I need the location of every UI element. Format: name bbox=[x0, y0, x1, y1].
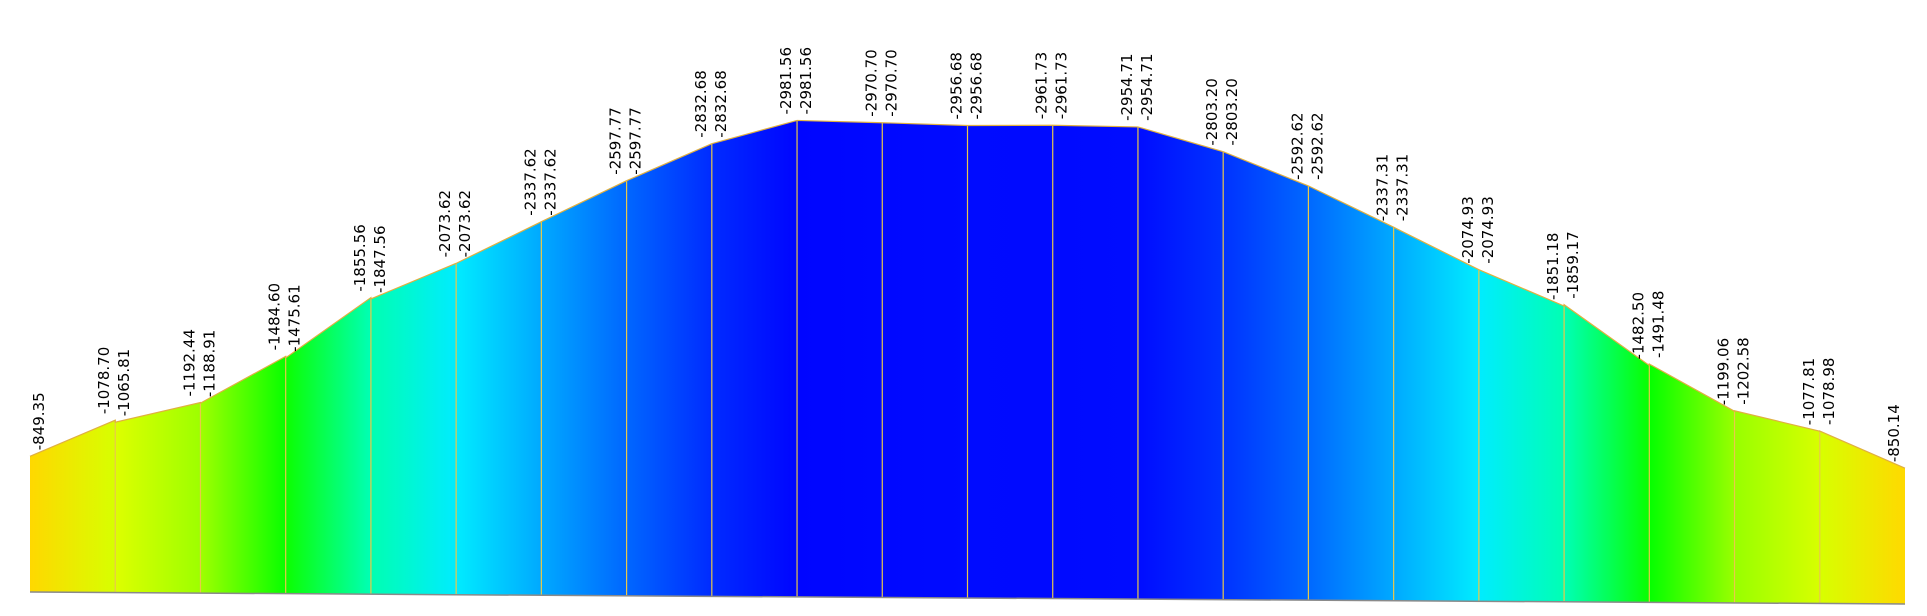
value-label: -2803.20 bbox=[1203, 78, 1221, 145]
value-label: -2961.73 bbox=[1053, 52, 1071, 119]
value-label: -2803.20 bbox=[1223, 78, 1241, 145]
diagram-segment-14 bbox=[1137, 126, 1224, 600]
diagram-segment-10 bbox=[797, 120, 883, 598]
value-label: -2970.70 bbox=[882, 49, 900, 116]
diagram-segment-17 bbox=[1393, 227, 1479, 602]
value-label: -1188.91 bbox=[200, 330, 218, 397]
diagram-segment-22 bbox=[1819, 431, 1905, 604]
value-label: -1078.70 bbox=[95, 347, 113, 414]
member-baseline bbox=[29, 591, 1906, 605]
value-label: -2956.68 bbox=[948, 52, 966, 119]
value-label: -2337.62 bbox=[541, 148, 559, 215]
diagram-top-outline bbox=[29, 119, 1906, 469]
value-label: -2337.31 bbox=[1374, 154, 1392, 221]
value-label: -1199.06 bbox=[1715, 338, 1733, 405]
value-label: -1859.17 bbox=[1564, 231, 1582, 298]
value-label: -2981.56 bbox=[777, 47, 795, 114]
value-label: -2954.71 bbox=[1138, 53, 1156, 120]
diagram-segment-2 bbox=[115, 402, 201, 594]
value-label: -2961.73 bbox=[1033, 52, 1051, 119]
value-label: -2956.68 bbox=[968, 52, 986, 119]
diagram-segment-9 bbox=[711, 120, 798, 597]
value-label: -2970.70 bbox=[862, 49, 880, 116]
diagram-segment-5 bbox=[370, 263, 457, 595]
diagram-segment-4 bbox=[285, 297, 371, 595]
value-label: -1491.48 bbox=[1649, 291, 1667, 358]
value-label: -1192.44 bbox=[180, 329, 198, 396]
value-label: -2073.62 bbox=[436, 190, 454, 257]
value-label: -2832.68 bbox=[712, 70, 730, 137]
diagram-segment-3 bbox=[200, 356, 286, 594]
diagram-segment-11 bbox=[882, 122, 968, 598]
value-label: -2832.68 bbox=[692, 70, 710, 137]
value-label: -1202.58 bbox=[1735, 337, 1753, 404]
diagram-segment-6 bbox=[456, 221, 542, 596]
value-label: -2337.62 bbox=[521, 148, 539, 215]
diagram-segment-21 bbox=[1734, 410, 1820, 604]
diagram-segment-13 bbox=[1052, 125, 1138, 600]
diagram-segment-19 bbox=[1564, 304, 1650, 603]
value-label: -2073.62 bbox=[456, 190, 474, 257]
value-label: -2337.31 bbox=[1394, 154, 1412, 221]
value-label: -850.14 bbox=[1885, 404, 1903, 462]
value-label: -1851.18 bbox=[1544, 233, 1562, 300]
member-dividers bbox=[114, 120, 1821, 604]
value-label: -2074.93 bbox=[1479, 196, 1497, 263]
value-label: -2981.56 bbox=[797, 47, 815, 114]
value-label: -1475.61 bbox=[286, 284, 304, 351]
diagram-segment-8 bbox=[626, 143, 712, 597]
value-label: -1484.60 bbox=[266, 283, 284, 350]
value-label: -2954.71 bbox=[1118, 53, 1136, 120]
diagram-segment-16 bbox=[1308, 185, 1394, 601]
value-label: -1065.81 bbox=[115, 349, 133, 416]
value-label: -1847.56 bbox=[371, 225, 389, 292]
value-label: -1078.98 bbox=[1820, 358, 1838, 425]
value-label: -849.35 bbox=[30, 392, 48, 450]
diagram-segment-18 bbox=[1478, 269, 1565, 602]
diagram-segment-7 bbox=[541, 180, 627, 596]
value-label: -2592.62 bbox=[1288, 112, 1306, 179]
value-label: -1077.81 bbox=[1800, 358, 1818, 425]
value-labels: -849.35 -1078.70 -1065.81 -1192.44 -1188.91 -… bbox=[30, 47, 1903, 462]
diagram-segment-15 bbox=[1223, 151, 1309, 601]
diagram-segments bbox=[30, 120, 1905, 604]
value-label: -2074.93 bbox=[1459, 196, 1477, 263]
diagram-segment-20 bbox=[1649, 364, 1735, 603]
value-label: -2592.62 bbox=[1308, 112, 1326, 179]
diagram-segment-1 bbox=[30, 420, 116, 593]
value-label: -1482.50 bbox=[1629, 292, 1647, 359]
diagram-segment-12 bbox=[967, 125, 1053, 599]
diagram-outline bbox=[29, 119, 1906, 605]
value-label: -2597.77 bbox=[607, 107, 625, 174]
value-label: -2597.77 bbox=[627, 107, 645, 174]
value-label: -1855.56 bbox=[351, 224, 369, 291]
